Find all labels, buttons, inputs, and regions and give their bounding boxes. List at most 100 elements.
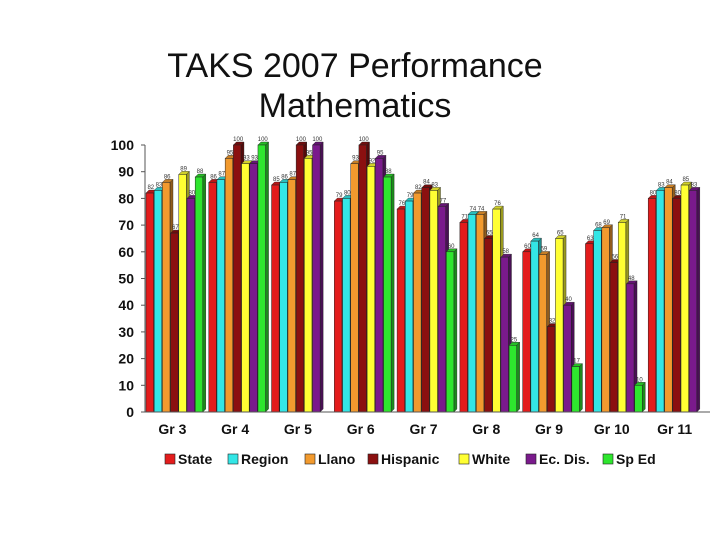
bar-value-label: 80 — [650, 190, 657, 196]
bar-side — [696, 186, 701, 413]
bar — [656, 190, 665, 413]
bar-value-label: 74 — [478, 206, 485, 212]
bar — [446, 251, 455, 413]
chart-title: TAKS 2007 Performance Mathematics — [100, 46, 610, 126]
y-tick-label: 60 — [118, 244, 134, 260]
bar-value-label: 86 — [210, 174, 217, 180]
bar-value-label: 83 — [658, 182, 665, 188]
bar-value-label: 82 — [415, 185, 422, 191]
bar — [178, 174, 187, 413]
bar — [538, 254, 547, 413]
bar — [429, 190, 438, 413]
bar — [530, 240, 539, 413]
legend-label: State — [178, 451, 212, 467]
bar — [375, 158, 384, 413]
bar-value-label: 85 — [273, 177, 280, 183]
bar-value-label: 80 — [188, 190, 195, 196]
bar — [358, 144, 367, 413]
bar-value-label: 86 — [281, 174, 288, 180]
bar-value-label: 58 — [502, 249, 509, 255]
x-tick-label: Gr 11 — [657, 421, 692, 437]
bar-value-label: 80 — [344, 190, 351, 196]
bar — [224, 158, 234, 413]
bar — [609, 262, 618, 413]
bar-value-label: 80 — [674, 190, 681, 196]
bar — [366, 166, 375, 413]
bar-value-label: 88 — [385, 169, 392, 175]
bar-value-label: 76 — [494, 201, 501, 207]
bar-side — [390, 173, 395, 413]
legend-label: Sp Ed — [616, 451, 656, 467]
bar-value-label: 17 — [573, 359, 580, 365]
bar-value-label: 87 — [289, 172, 296, 178]
bar — [672, 198, 681, 413]
bar-value-label: 64 — [532, 233, 539, 239]
bar — [585, 243, 594, 413]
bar-value-label: 59 — [541, 246, 548, 252]
bar-value-label: 83 — [431, 182, 438, 188]
x-tick-label: Gr 4 — [221, 421, 249, 437]
bar — [647, 198, 657, 413]
bar — [664, 187, 673, 413]
y-tick-label: 80 — [118, 190, 134, 206]
bar-value-label: 60 — [524, 244, 531, 250]
bar — [601, 227, 610, 413]
bar — [383, 176, 392, 413]
legend-swatch — [164, 453, 176, 465]
bar — [186, 198, 195, 413]
bar-value-label: 100 — [258, 137, 269, 143]
bar — [593, 230, 602, 413]
bar-value-label: 32 — [549, 319, 556, 325]
bar — [413, 192, 422, 413]
legend-swatch — [367, 453, 379, 465]
bar-value-label: 100 — [312, 137, 323, 143]
bar — [421, 187, 430, 413]
bar — [279, 182, 288, 413]
bar — [396, 208, 405, 413]
bar — [634, 385, 643, 413]
bar — [249, 163, 258, 413]
chart-title-line-2: Mathematics — [258, 87, 452, 125]
bar — [312, 144, 321, 413]
bar-side — [202, 173, 206, 413]
bar-value-label: 65 — [557, 230, 564, 236]
bar-value-label: 84 — [666, 180, 673, 186]
y-tick-label: 0 — [126, 404, 134, 420]
bar-value-label: 86 — [164, 174, 171, 180]
bar-value-label: 67 — [172, 225, 179, 231]
legend-label: Hispanic — [381, 451, 440, 467]
bar-side — [579, 363, 583, 413]
bar — [617, 222, 627, 413]
bar-value-label: 25 — [511, 337, 518, 343]
bar-value-label: 100 — [296, 137, 307, 143]
x-tick-label: Gr 5 — [284, 421, 312, 437]
bar-value-label: 95 — [377, 150, 384, 156]
bar — [405, 200, 414, 413]
bar — [688, 190, 698, 413]
bar-value-label: 10 — [636, 377, 643, 383]
bar — [350, 163, 359, 413]
bar-value-label: 69 — [603, 220, 610, 226]
bar-value-label: 82 — [147, 185, 154, 191]
bar-value-label: 100 — [233, 137, 244, 143]
bar-value-label: 71 — [461, 214, 468, 220]
bar-value-label: 95 — [306, 150, 313, 156]
bar-value-label: 79 — [407, 193, 414, 199]
x-tick-label: Gr 10 — [594, 421, 630, 437]
x-tick-label: Gr 8 — [472, 421, 500, 437]
legend-swatch — [525, 453, 537, 465]
bar-value-label: 77 — [440, 198, 447, 204]
bar-value-label: 83 — [691, 182, 698, 188]
x-tick-label: Gr 7 — [409, 421, 437, 437]
bar-value-label: 93 — [251, 156, 258, 162]
bar — [467, 214, 476, 413]
bar — [508, 345, 517, 413]
bar-side — [516, 341, 520, 413]
legend-label: Llano — [318, 451, 355, 467]
legend-label: Region — [241, 451, 288, 467]
bar — [342, 198, 351, 413]
bar — [295, 144, 304, 413]
bar — [257, 144, 266, 413]
bar-value-label: 92 — [369, 158, 376, 164]
